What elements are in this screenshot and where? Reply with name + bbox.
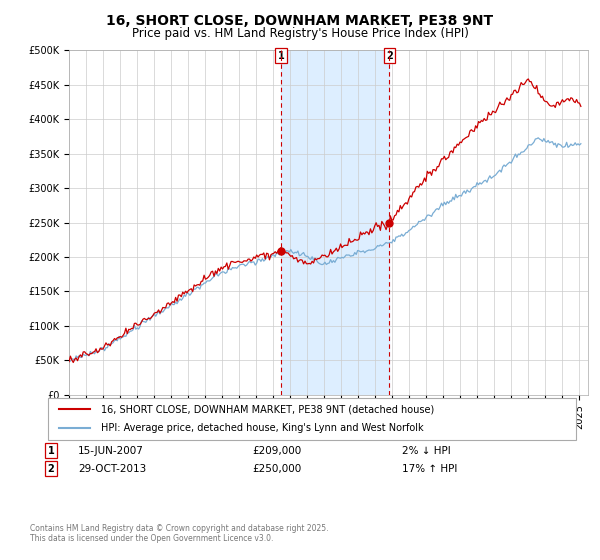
Bar — [281, 50, 389, 395]
Text: Contains HM Land Registry data © Crown copyright and database right 2025.
This d: Contains HM Land Registry data © Crown c… — [30, 524, 329, 543]
Text: 1: 1 — [47, 446, 55, 456]
Text: 1: 1 — [278, 51, 284, 61]
Text: HPI: Average price, detached house, King's Lynn and West Norfolk: HPI: Average price, detached house, King… — [101, 423, 424, 433]
Text: 2% ↓ HPI: 2% ↓ HPI — [402, 446, 451, 456]
Text: 15-JUN-2007: 15-JUN-2007 — [78, 446, 144, 456]
Text: 29-OCT-2013: 29-OCT-2013 — [78, 464, 146, 474]
Text: £250,000: £250,000 — [252, 464, 301, 474]
Text: £209,000: £209,000 — [252, 446, 301, 456]
Text: 16, SHORT CLOSE, DOWNHAM MARKET, PE38 9NT: 16, SHORT CLOSE, DOWNHAM MARKET, PE38 9N… — [106, 14, 494, 28]
Text: 2: 2 — [386, 51, 393, 61]
Text: 17% ↑ HPI: 17% ↑ HPI — [402, 464, 457, 474]
FancyBboxPatch shape — [48, 398, 576, 440]
Text: Price paid vs. HM Land Registry's House Price Index (HPI): Price paid vs. HM Land Registry's House … — [131, 27, 469, 40]
Text: 16, SHORT CLOSE, DOWNHAM MARKET, PE38 9NT (detached house): 16, SHORT CLOSE, DOWNHAM MARKET, PE38 9N… — [101, 404, 434, 414]
Text: 2: 2 — [47, 464, 55, 474]
